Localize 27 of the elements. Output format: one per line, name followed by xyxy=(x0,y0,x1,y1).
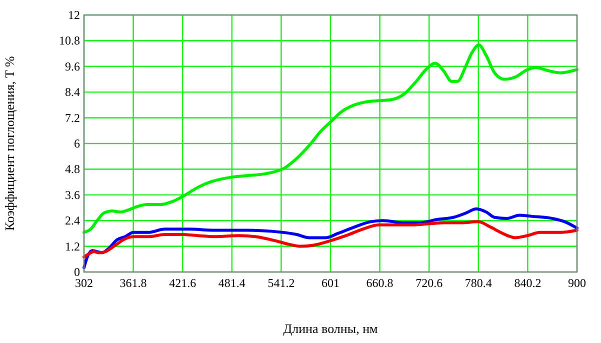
y-tick-label: 6 xyxy=(74,136,80,150)
x-tick-label: 302 xyxy=(75,276,93,290)
line-series xyxy=(82,207,578,270)
y-tick-label: 0 xyxy=(74,265,80,279)
y-tick-label: 1.2 xyxy=(65,239,80,254)
y-tick-label: 2.4 xyxy=(65,214,80,228)
y-axis-title: Коэффициент поглощения, T % xyxy=(2,56,17,231)
x-tick-label: 780.4 xyxy=(464,276,492,290)
line-series xyxy=(82,43,578,234)
x-axis-title: Длина волны, нм xyxy=(283,321,378,336)
x-tick-label: 900 xyxy=(568,276,586,290)
x-tick-label: 660.8 xyxy=(366,276,394,290)
y-tick-label: 10.8 xyxy=(59,34,80,48)
y-tick-label: 9.6 xyxy=(65,59,80,74)
x-tick-label: 720.6 xyxy=(416,276,443,290)
x-tick-label: 601 xyxy=(322,276,340,290)
x-tick-label: 481.4 xyxy=(218,276,246,290)
x-tick-label: 361.8 xyxy=(120,276,147,290)
y-tick-label: 4.8 xyxy=(65,162,80,176)
y-tick-label: 8.4 xyxy=(65,85,80,100)
y-tick-label: 7.2 xyxy=(65,110,80,125)
x-tick-label: 840.2 xyxy=(514,276,542,290)
x-tick-label: 421.6 xyxy=(169,276,196,290)
y-tick-label: 12 xyxy=(68,8,80,22)
y-tick-label: 3.6 xyxy=(65,188,80,202)
x-tick-label: 541.2 xyxy=(268,276,295,290)
line-series xyxy=(82,220,578,259)
